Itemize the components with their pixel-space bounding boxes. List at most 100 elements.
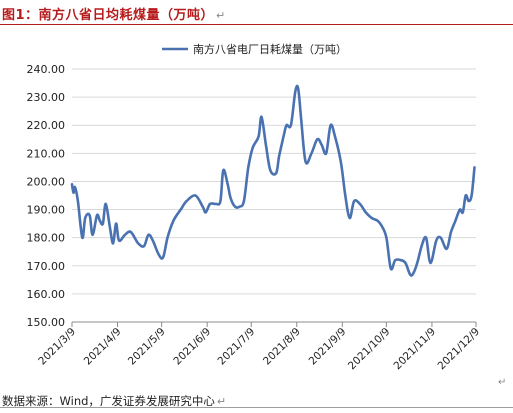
data-point — [425, 236, 427, 239]
data-point — [316, 138, 319, 141]
data-point — [334, 135, 336, 138]
data-point — [445, 248, 448, 250]
data-point — [129, 231, 132, 233]
data-point — [247, 166, 250, 169]
data-point — [381, 225, 383, 228]
data-point — [118, 239, 120, 242]
x-tick-label: 2021/3/9 — [36, 326, 78, 368]
legend-label: 南方八省电厂日耗煤量（万吨） — [193, 42, 347, 56]
data-point — [348, 217, 351, 219]
data-point — [143, 245, 145, 248]
y-axis-ticks: 150.00 160.00 170.00 180.00 190.00 200.00 210.… — [27, 63, 66, 329]
data-point — [101, 222, 104, 225]
y-tick-label: 160.00 — [27, 288, 66, 301]
x-axis — [71, 321, 477, 327]
x-tick-label: 2021/7/9 — [216, 326, 258, 368]
data-point — [470, 194, 473, 197]
data-point — [320, 144, 323, 146]
source-note: 数据来源：Wind，广发证券发展研究中心 ↵ — [2, 394, 227, 408]
data-point — [265, 144, 267, 146]
data-point — [238, 205, 241, 208]
data-point — [257, 135, 260, 138]
y-tick-label: 220.00 — [27, 119, 66, 132]
data-point — [201, 205, 204, 208]
data-point — [96, 214, 98, 217]
y-tick-label: 230.00 — [27, 91, 66, 104]
data-point — [329, 124, 332, 127]
data-point — [464, 194, 467, 197]
x-tick-label: 2021/5/9 — [126, 326, 168, 368]
title-bar: 图1：南方八省日均耗煤量（万吨） ↵ — [0, 0, 513, 25]
return-mark: ↵ — [216, 9, 226, 22]
data-point — [137, 242, 140, 245]
data-point — [157, 253, 160, 256]
data-point — [454, 219, 457, 222]
data-point — [400, 259, 402, 262]
return-mark-chart: ↵ — [498, 377, 507, 388]
data-point — [450, 231, 452, 233]
data-point — [99, 219, 101, 222]
x-tick-label: 2021/11/9 — [391, 326, 438, 373]
y-tick-label: 170.00 — [27, 260, 66, 273]
data-point — [215, 203, 217, 205]
data-point — [394, 259, 397, 262]
data-point — [88, 214, 91, 217]
y-tick-label: 210.00 — [27, 147, 66, 160]
data-point — [420, 245, 423, 248]
data-point — [81, 236, 84, 239]
legend: 南方八省电厂日耗煤量（万吨） — [162, 42, 347, 56]
line-chart: 150.00 160.00 170.00 180.00 190.00 200.00 210.… — [27, 42, 483, 373]
series-lines — [70, 84, 476, 277]
data-point — [166, 236, 169, 239]
x-tick-label: 2021/12/9 — [436, 326, 483, 373]
data-point — [353, 200, 355, 203]
data-point — [151, 239, 154, 242]
y-tick-label: 200.00 — [27, 175, 66, 188]
x-tick-label: 2021/10/9 — [346, 326, 393, 373]
data-point — [104, 203, 107, 205]
series-line — [70, 84, 476, 277]
data-point — [389, 267, 392, 270]
data-point — [285, 124, 288, 127]
data-point — [461, 211, 464, 214]
data-point — [304, 160, 307, 163]
data-point — [84, 217, 87, 219]
y-tick-label: 240.00 — [27, 63, 66, 76]
data-point — [294, 90, 297, 93]
data-point — [229, 197, 232, 200]
data-point — [219, 200, 222, 203]
data-point — [123, 233, 126, 236]
x-tick-label: 2021/8/9 — [261, 326, 303, 368]
data-point — [300, 118, 303, 121]
data-point — [242, 200, 245, 203]
data-point — [112, 242, 115, 245]
data-point — [162, 256, 164, 259]
x-axis-ticks: 2021/3/9 2021/4/9 2021/5/9 2021/6/9 2021/7/9… — [36, 326, 482, 373]
data-point — [91, 233, 94, 236]
data-point — [194, 194, 197, 197]
data-point — [71, 183, 73, 186]
data-point — [359, 203, 361, 205]
data-point — [439, 236, 442, 239]
data-point — [408, 273, 411, 276]
y-tick-label: 180.00 — [27, 232, 66, 245]
data-point — [429, 262, 432, 264]
gridlines — [72, 68, 476, 295]
data-point — [226, 183, 229, 186]
x-tick-label: 2021/4/9 — [82, 326, 124, 368]
data-point — [289, 124, 292, 127]
data-point — [269, 169, 272, 172]
data-point — [76, 200, 79, 203]
data-point — [344, 194, 347, 197]
data-point — [109, 228, 112, 231]
return-mark: ↵ — [216, 395, 227, 408]
data-point — [339, 160, 342, 163]
data-point — [147, 233, 150, 236]
data-point — [473, 166, 476, 169]
data-point — [251, 146, 254, 149]
data-point — [370, 217, 373, 219]
data-point — [325, 152, 328, 155]
x-tick-label: 2021/6/9 — [171, 326, 213, 368]
data-point — [376, 219, 379, 222]
data-point — [458, 208, 461, 211]
